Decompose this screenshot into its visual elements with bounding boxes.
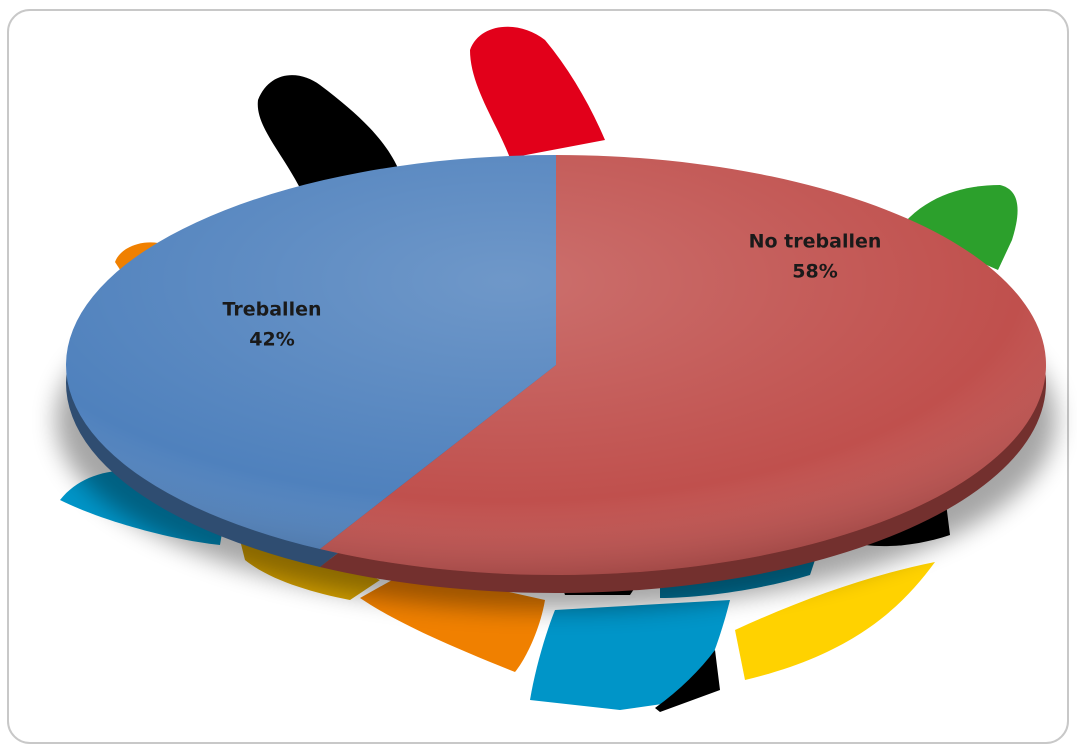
slice-label: No treballen — [749, 231, 882, 253]
pie-shade — [66, 155, 1046, 575]
slice-value-label: 42% — [249, 329, 294, 351]
page: {"chart_data": {"type": "pie", "categori… — [0, 0, 1077, 751]
chart: Treballen 42% No treballen 58% — [0, 0, 1077, 751]
pie — [66, 155, 1046, 593]
slice-value-label: 58% — [792, 261, 837, 283]
slice-label: Treballen — [223, 299, 322, 321]
